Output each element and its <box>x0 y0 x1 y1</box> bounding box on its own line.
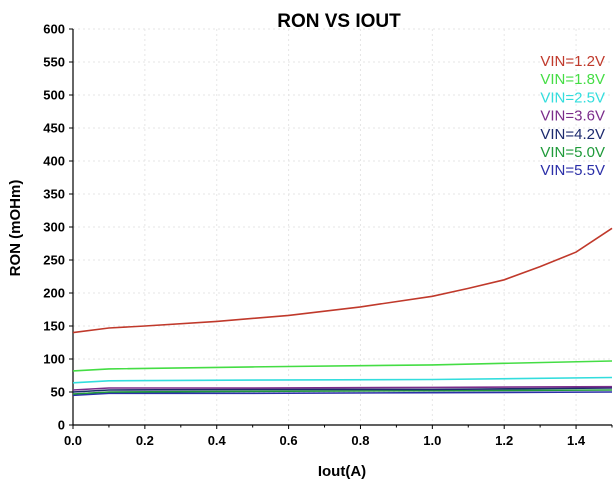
x-tick-label: 0.4 <box>208 433 227 448</box>
legend-entry: VIN=5.5V <box>540 162 605 179</box>
series-line-vin-2-5v <box>72 376 613 384</box>
y-tick-label: 400 <box>43 154 65 169</box>
series-line-vin-1-8v <box>72 360 613 372</box>
legend-entry: VIN=4.2V <box>540 126 605 143</box>
y-tick-label: 350 <box>43 187 65 202</box>
y-tick-label: 550 <box>43 55 65 70</box>
y-tick-label: 250 <box>43 253 65 268</box>
chart-title: RON VS IOUT <box>277 11 401 32</box>
legend-entry: VIN=3.6V <box>540 108 605 125</box>
y-tick-label: 0 <box>58 418 65 433</box>
series-line-vin-4-2v <box>72 387 613 393</box>
series-layer <box>72 227 613 397</box>
y-tick-label: 600 <box>43 22 65 37</box>
y-tick-label: 50 <box>51 385 65 400</box>
series-line-vin-5-5v <box>72 391 613 397</box>
legend-entry: VIN=1.2V <box>540 53 605 70</box>
legend-entry: VIN=5.0V <box>540 144 605 161</box>
axes-layer: 0 50 100 150 200 250 300 350 400 450 500 550 600 0.0 0… <box>43 22 613 448</box>
x-tick-label: 0.6 <box>280 433 298 448</box>
x-axis-label: Iout(A) <box>318 463 366 480</box>
y-tick-label: 300 <box>43 220 65 235</box>
x-tick-label: 0.8 <box>351 433 369 448</box>
y-tick-label: 200 <box>43 286 65 301</box>
y-axis-label: RON (mOHm) <box>7 180 24 277</box>
x-tick-label: 0.2 <box>136 433 154 448</box>
grid-layer <box>73 28 612 425</box>
y-tick-label: 150 <box>43 319 65 334</box>
legend-entry: VIN=2.5V <box>540 89 605 106</box>
x-tick-label: 1.2 <box>495 433 513 448</box>
series-line-vin-1-2v <box>72 227 613 334</box>
series-line-vin-5-0v <box>72 389 613 395</box>
x-tick-label: 1.4 <box>567 433 586 448</box>
x-tick-label: 1.0 <box>423 433 441 448</box>
y-tick-label: 500 <box>43 88 65 103</box>
series-line-vin-3-6v <box>72 385 613 391</box>
y-tick-label: 450 <box>43 121 65 136</box>
x-tick-label: 0.0 <box>64 433 82 448</box>
y-tick-label: 100 <box>43 352 65 367</box>
legend-entry: VIN=1.8V <box>540 71 605 88</box>
